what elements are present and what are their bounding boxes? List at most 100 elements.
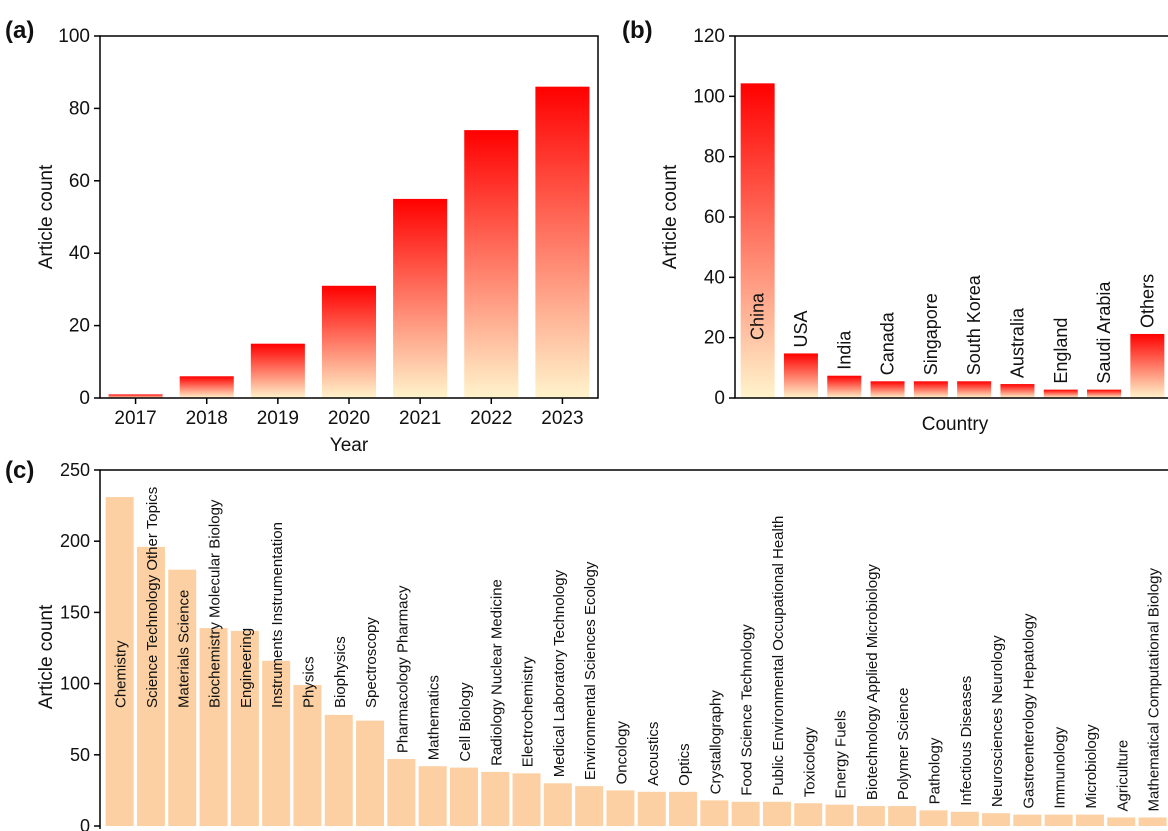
bar-instruments-instrumentation bbox=[262, 660, 291, 826]
panel-b-bars bbox=[740, 83, 1165, 398]
panel-a-x-axis-label: Year bbox=[330, 435, 369, 456]
bar-label-england: England bbox=[1051, 318, 1071, 384]
bar-biophysics bbox=[324, 714, 353, 826]
bar-label-science-technology-other-topics: Science Technology Other Topics bbox=[144, 487, 161, 708]
bar-pathology bbox=[919, 810, 948, 826]
bar-label-crystallography: Crystallography bbox=[707, 690, 724, 795]
bar-label-biochemistry-molecular-biology: Biochemistry Molecular Biology bbox=[207, 499, 224, 708]
bar-label-south-korea: South Korea bbox=[964, 274, 984, 375]
bar-label-instruments-instrumentation: Instruments Instrumentation bbox=[269, 522, 286, 708]
bar-usa bbox=[783, 353, 818, 398]
x-tick-label: 2020 bbox=[328, 408, 370, 429]
x-tick-label: 2022 bbox=[470, 408, 512, 429]
bar-label-immunology: Immunology bbox=[1052, 726, 1069, 808]
panel-c-y-axis-label: Article count bbox=[36, 604, 57, 709]
y-tick-label: 150 bbox=[60, 602, 90, 622]
panel-c: (c) Chemistry Science Technology Other To… bbox=[5, 457, 1168, 831]
bar-label-oncology: Oncology bbox=[613, 721, 630, 785]
y-tick-label: 0 bbox=[79, 388, 90, 409]
bar-label-infectious-diseases: Infectious Diseases bbox=[958, 676, 975, 806]
bar-label-usa: USA bbox=[791, 310, 811, 347]
bar-electrochemistry bbox=[512, 773, 541, 826]
bar-china bbox=[740, 83, 775, 398]
bar-2019 bbox=[250, 343, 305, 398]
bar-public-environmental-occupational-health bbox=[762, 801, 791, 826]
bar-label-medical-laboratory-technology: Medical Laboratory Technology bbox=[551, 569, 568, 777]
bar-label-saudi-arabia: Saudi Arabia bbox=[1094, 281, 1114, 384]
panel-a-y-axis-label: Article count bbox=[36, 164, 57, 269]
bar-2017 bbox=[108, 394, 163, 398]
panel-c-label: (c) bbox=[5, 457, 34, 484]
bar-medical-laboratory-technology bbox=[543, 783, 572, 826]
panel-b-y-axis: 0 20 40 60 80 100 120 bbox=[693, 26, 735, 409]
y-tick-label: 100 bbox=[58, 26, 90, 47]
bar-label-acoustics: Acoustics bbox=[645, 722, 662, 786]
panel-c-y-axis: 0 50 100 150 200 250 bbox=[60, 460, 100, 831]
bar-england bbox=[1043, 389, 1078, 398]
bar-crystallography bbox=[700, 800, 729, 826]
bar-pharmacology-pharmacy bbox=[387, 759, 416, 826]
bar-canada bbox=[870, 381, 905, 398]
bar-toxicology bbox=[794, 803, 823, 826]
bar-immunology bbox=[1044, 814, 1073, 826]
x-tick-label: 2021 bbox=[399, 408, 441, 429]
bar-label-pharmacology-pharmacy: Pharmacology Pharmacy bbox=[394, 585, 411, 753]
panel-c-frame bbox=[99, 469, 1168, 829]
bar-cell-biology bbox=[449, 767, 478, 826]
bar-energy-fuels bbox=[825, 804, 854, 826]
y-tick-label: 40 bbox=[704, 267, 725, 288]
panel-b-y-axis-label: Article count bbox=[660, 164, 681, 269]
panel-b-x-axis-label: Country bbox=[922, 414, 989, 435]
bar-oncology bbox=[606, 790, 635, 826]
panel-a-x-axis: 2017 2018 2019 2020 2021 2022 2023 bbox=[114, 398, 584, 429]
bar-label-china: China bbox=[748, 292, 768, 340]
bar-label-radiology-nuclear-medicine: Radiology Nuclear Medicine bbox=[488, 579, 505, 766]
bar-food-science-technology bbox=[731, 801, 760, 826]
y-tick-label: 250 bbox=[60, 460, 90, 480]
panel-b-label: (b) bbox=[622, 17, 653, 44]
bar-label-mathematical-computational-biology: Mathematical Computational Biology bbox=[1146, 567, 1163, 811]
bar-australia bbox=[1000, 384, 1035, 398]
bar-materials-science bbox=[168, 569, 197, 826]
bar-label-polymer-science: Polymer Science bbox=[895, 688, 912, 801]
bar-label-cell-biology: Cell Biology bbox=[457, 682, 474, 762]
bar-label-singapore: Singapore bbox=[921, 293, 941, 375]
bar-physics bbox=[293, 685, 322, 826]
bar-biotechnology-applied-microbiology bbox=[856, 806, 885, 826]
bar-engineering bbox=[230, 630, 259, 826]
bar-radiology-nuclear-medicine bbox=[481, 771, 510, 826]
bar-2023 bbox=[535, 86, 590, 399]
bar-2018 bbox=[179, 376, 234, 398]
bar-label-agriculture: Agriculture bbox=[1114, 740, 1131, 812]
bar-agriculture bbox=[1107, 817, 1136, 826]
bar-label-food-science-technology: Food Science Technology bbox=[739, 624, 756, 796]
bar-label-spectroscopy: Spectroscopy bbox=[363, 617, 380, 708]
y-tick-label: 80 bbox=[704, 147, 725, 168]
bar-singapore bbox=[913, 381, 948, 398]
bar-label-optics: Optics bbox=[676, 743, 693, 786]
bar-infectious-diseases bbox=[950, 811, 979, 826]
bar-label-australia: Australia bbox=[1007, 307, 1027, 378]
bar-label-toxicology: Toxicology bbox=[801, 727, 818, 798]
panel-c-bar-labels: Chemistry Science Technology Other Topics… bbox=[113, 487, 1163, 812]
y-tick-label: 120 bbox=[693, 26, 725, 47]
bar-2021 bbox=[393, 198, 448, 398]
bar-label-microbiology: Microbiology bbox=[1083, 724, 1100, 809]
bar-label-pathology: Pathology bbox=[926, 737, 943, 804]
bar-label-biophysics: Biophysics bbox=[332, 636, 349, 708]
bar-label-mathematics: Mathematics bbox=[426, 675, 443, 760]
y-tick-label: 40 bbox=[69, 243, 90, 264]
bar-label-environmental-sciences-ecology: Environmental Sciences Ecology bbox=[582, 561, 599, 780]
x-tick-label: 2019 bbox=[257, 408, 299, 429]
bar-label-biotechnology-applied-microbiology: Biotechnology Applied Microbiology bbox=[864, 564, 881, 800]
bar-gastroenterology-hepatology bbox=[1013, 814, 1042, 826]
y-tick-label: 80 bbox=[69, 98, 90, 119]
bar-label-engineering: Engineering bbox=[238, 628, 255, 708]
bar-optics bbox=[669, 791, 698, 826]
bar-india bbox=[827, 375, 862, 398]
y-tick-label: 0 bbox=[80, 816, 90, 831]
bar-2020 bbox=[321, 285, 377, 398]
y-tick-label: 20 bbox=[69, 316, 90, 337]
x-tick-label: 2023 bbox=[541, 408, 583, 429]
